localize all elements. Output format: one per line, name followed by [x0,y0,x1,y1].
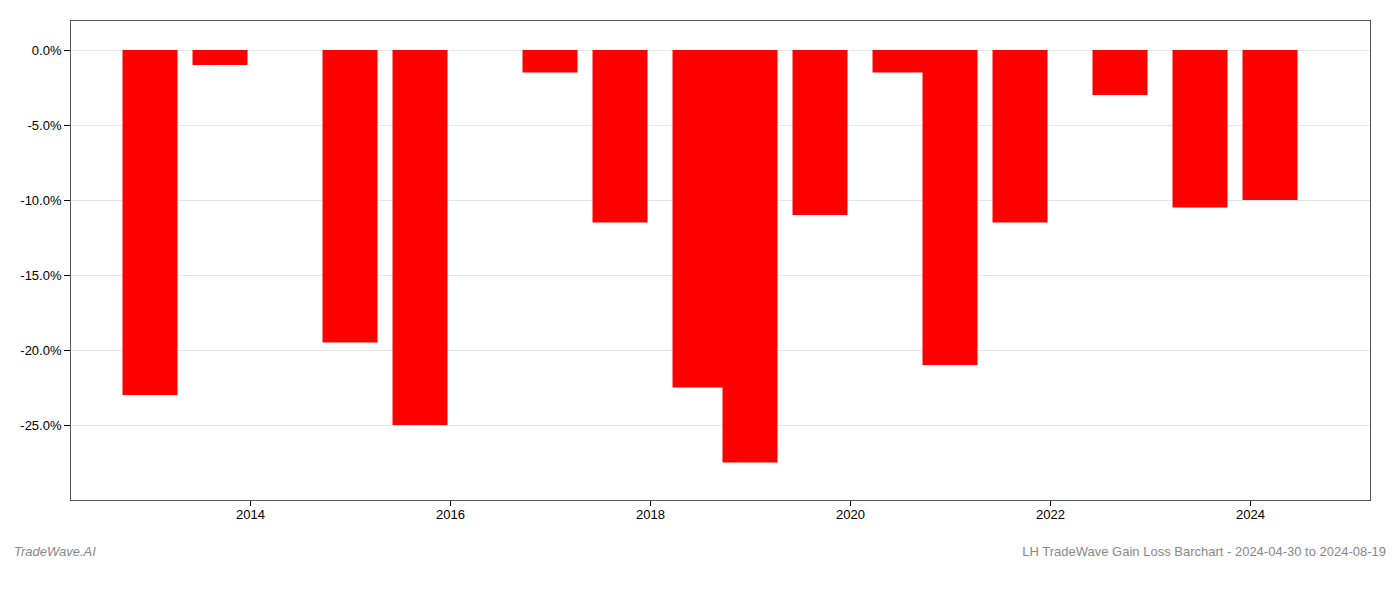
svg-text:2016: 2016 [436,507,465,522]
svg-text:2020: 2020 [836,507,865,522]
svg-text:-25.0%: -25.0% [20,418,62,433]
html-text:LH TradeWave Gain Loss Barchar: LH TradeWave Gain Loss Barchart - 2024-0… [1022,544,1386,559]
svg-text:0.0%: 0.0% [32,43,62,58]
svg-text:2018: 2018 [636,507,665,522]
svg-text:-15.0%: -15.0% [20,268,62,283]
svg-text:2022: 2022 [1036,507,1065,522]
svg-text:-20.0%: -20.0% [20,343,62,358]
svg-text:-10.0%: -10.0% [20,193,62,208]
svg-text:-5.0%: -5.0% [28,118,62,133]
html-text:TradeWave.AI: TradeWave.AI [14,544,96,559]
svg-text:2024: 2024 [1236,507,1265,522]
svg-text:2014: 2014 [236,507,265,522]
